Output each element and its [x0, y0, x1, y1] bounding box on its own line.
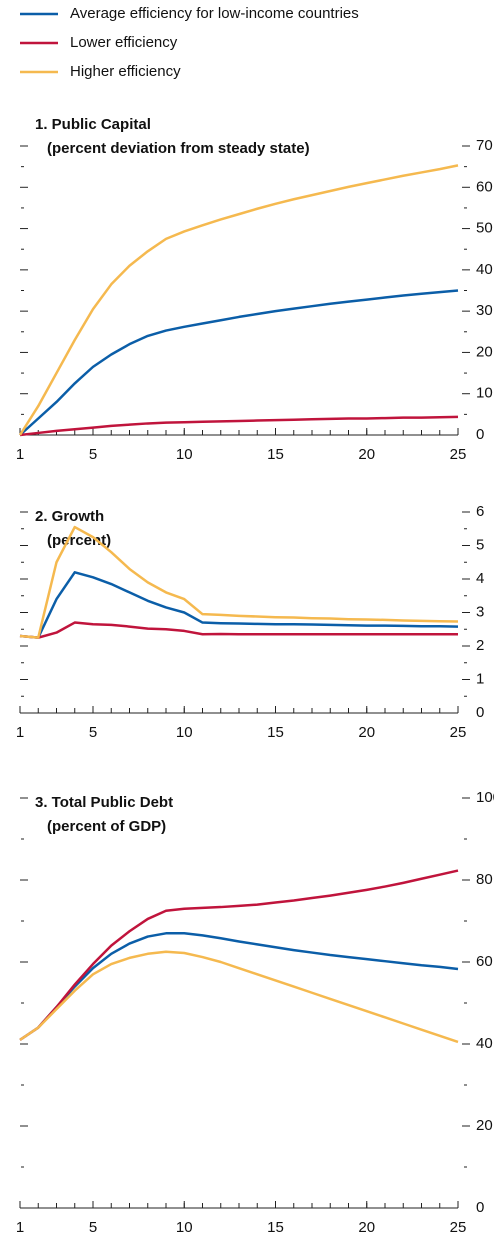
series-line	[18, 164, 459, 436]
panel-title: 1. Public Capital	[35, 116, 151, 133]
legend-label: Lower efficiency	[70, 34, 178, 51]
x-tick-label: 25	[450, 1219, 467, 1236]
x-tick-label: 10	[176, 1219, 193, 1236]
y-tick-label: 3	[476, 603, 484, 620]
panel-subtitle: (percent of GDP)	[47, 818, 166, 835]
y-tick-label: 6	[476, 503, 484, 520]
series-line	[19, 869, 459, 1041]
y-tick-label: 40	[476, 1035, 493, 1052]
legend-label: Higher efficiency	[70, 63, 181, 80]
y-tick-label: 70	[476, 137, 493, 154]
x-tick-label: 20	[358, 724, 375, 741]
x-tick-label: 15	[267, 724, 284, 741]
x-tick-label: 10	[176, 724, 193, 741]
x-tick-label: 5	[89, 446, 97, 463]
y-tick-label: 1	[476, 670, 484, 687]
x-tick-label: 1	[16, 1219, 24, 1236]
x-tick-label: 20	[358, 1219, 375, 1236]
y-tick-label: 30	[476, 302, 493, 319]
series-line	[19, 525, 459, 639]
y-tick-label: 2	[476, 637, 484, 654]
series-line	[19, 571, 459, 639]
x-tick-label: 15	[267, 446, 284, 463]
y-tick-label: 60	[476, 953, 493, 970]
panel-title: 2. Growth	[35, 508, 104, 525]
panel-title: 3. Total Public Debt	[35, 794, 173, 811]
x-tick-label: 1	[16, 446, 24, 463]
y-tick-label: 4	[476, 570, 484, 587]
y-tick-label: 80	[476, 871, 493, 888]
series-line	[19, 932, 459, 1041]
y-tick-label: 60	[476, 178, 493, 195]
x-tick-label: 10	[176, 446, 193, 463]
y-tick-label: 20	[476, 343, 493, 360]
x-tick-label: 5	[89, 1219, 97, 1236]
x-tick-label: 25	[450, 446, 467, 463]
y-tick-label: 100	[476, 789, 494, 806]
y-tick-label: 50	[476, 220, 493, 237]
y-tick-label: 20	[476, 1117, 493, 1134]
y-tick-label: 5	[476, 536, 484, 553]
series-line	[19, 289, 459, 436]
x-tick-label: 20	[358, 446, 375, 463]
legend-label: Average efficiency for low-income countr…	[70, 5, 359, 22]
x-tick-label: 25	[450, 724, 467, 741]
series-line	[19, 621, 458, 639]
y-tick-label: 0	[476, 704, 484, 721]
x-tick-label: 5	[89, 724, 97, 741]
panel-subtitle: (percent)	[47, 532, 111, 549]
x-tick-label: 1	[16, 724, 24, 741]
series-line	[19, 950, 459, 1044]
panel-subtitle: (percent deviation from steady state)	[47, 140, 310, 157]
y-tick-label: 40	[476, 261, 493, 278]
y-tick-label: 0	[476, 1199, 484, 1216]
series-line	[19, 415, 459, 437]
y-tick-label: 10	[476, 385, 493, 402]
x-tick-label: 15	[267, 1219, 284, 1236]
y-tick-label: 0	[476, 426, 484, 443]
